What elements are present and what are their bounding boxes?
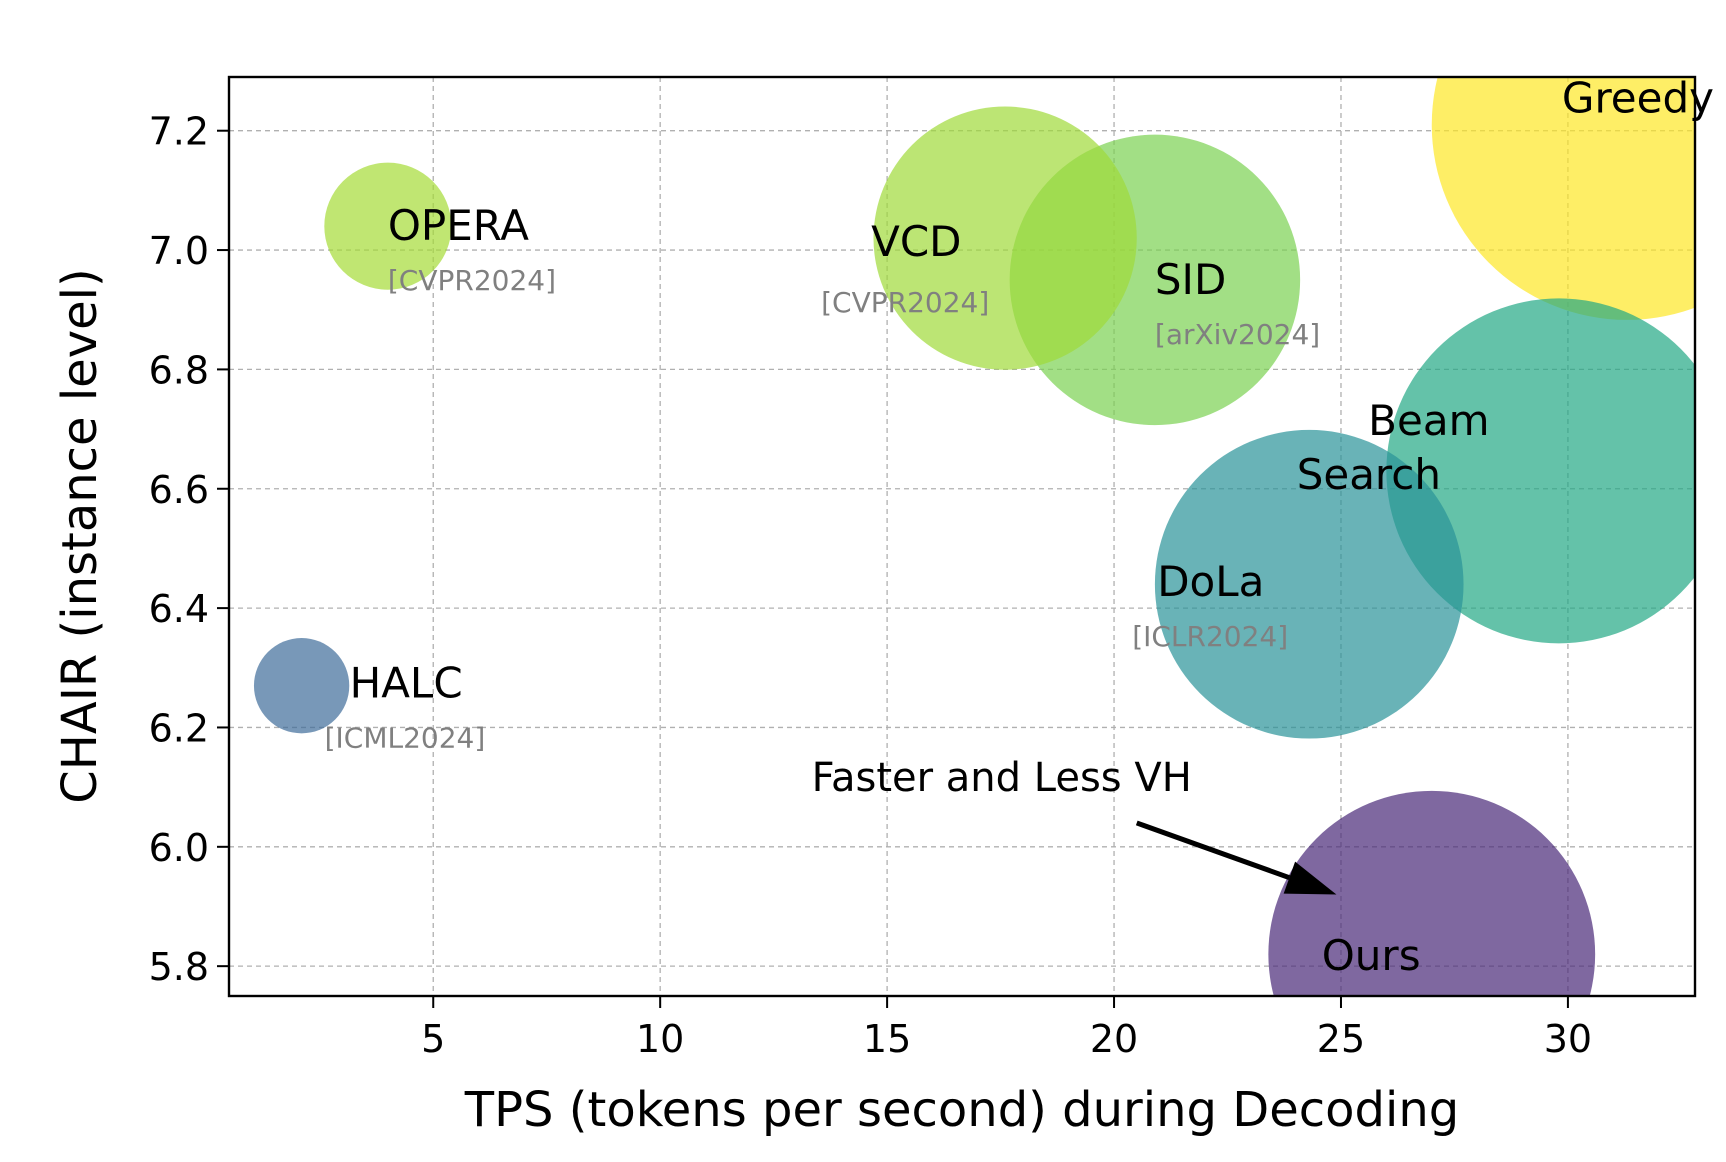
label-halc: HALC [ICML2024] xyxy=(325,659,486,755)
method-label: Greedy xyxy=(1562,74,1714,123)
method-label-line: Search xyxy=(1297,450,1441,499)
bubble-vcd xyxy=(873,106,1137,370)
x-tick-label: 5 xyxy=(421,1017,445,1061)
method-label: VCD xyxy=(871,217,961,266)
tick-layer: 5 10 15 20 25 30 5.8 6.0 6.2 6.4 6.6 6.8 7.0 7.2 xyxy=(149,110,1593,1061)
method-label: Beam Search xyxy=(1297,396,1490,499)
label-sid: SID [arXiv2024] xyxy=(1155,255,1320,351)
venue-label: [ICML2024] xyxy=(325,722,486,755)
label-ours: Ours xyxy=(1322,931,1421,980)
bubble-opera xyxy=(324,162,452,290)
x-axis-title: TPS (tokens per second) during Decoding xyxy=(464,1082,1459,1138)
y-axis-title: CHAIR (instance level) xyxy=(52,268,108,803)
y-tick-label: 5.8 xyxy=(149,945,209,989)
y-tick-label: 6.4 xyxy=(149,587,209,631)
annotation-arrow-head xyxy=(1283,861,1337,895)
method-label: DoLa xyxy=(1157,557,1264,606)
venue-label: [arXiv2024] xyxy=(1155,318,1320,351)
x-tick-label: 15 xyxy=(863,1017,911,1061)
y-tick-label: 6.8 xyxy=(149,348,209,392)
label-greedy: Greedy xyxy=(1562,74,1714,123)
bubble-greedy xyxy=(1431,77,1695,320)
method-label: OPERA xyxy=(388,201,529,250)
annotation-text: Faster and Less VH xyxy=(812,755,1192,801)
label-vcd: VCD [CVPR2024] xyxy=(821,217,989,319)
x-tick-label: 25 xyxy=(1317,1017,1365,1061)
label-dola: DoLa [ICLR2024] xyxy=(1132,557,1288,653)
x-tick-label: 10 xyxy=(636,1017,684,1061)
method-label: HALC xyxy=(350,659,463,708)
y-tick-label: 7.0 xyxy=(149,229,209,273)
annotation-layer: Faster and Less VH xyxy=(812,755,1337,895)
annotation-arrow-shaft xyxy=(1135,820,1291,881)
method-label-line: Beam xyxy=(1368,396,1489,445)
x-tick-label: 30 xyxy=(1544,1017,1592,1061)
y-tick-label: 7.2 xyxy=(149,110,209,154)
bubble-halc xyxy=(253,638,350,734)
label-opera: OPERA [CVPR2024] xyxy=(388,201,556,297)
label-beam-search: Beam Search xyxy=(1297,396,1490,499)
bubble-dola xyxy=(1154,429,1464,739)
venue-label: [ICLR2024] xyxy=(1132,620,1288,653)
bubble-layer xyxy=(253,77,1695,996)
label-layer: Greedy Beam Search SID [arXiv2024] VCD [CVPR20… xyxy=(325,74,1714,980)
bubble-beam-search xyxy=(1386,298,1695,644)
y-tick-label: 6.6 xyxy=(149,468,209,512)
venue-label: [CVPR2024] xyxy=(821,286,989,319)
x-tick-label: 20 xyxy=(1090,1017,1138,1061)
y-tick-label: 6.2 xyxy=(149,706,209,750)
method-label: SID xyxy=(1155,255,1226,304)
y-tick-label: 6.0 xyxy=(149,826,209,870)
venue-label: [CVPR2024] xyxy=(388,264,556,297)
method-label: Ours xyxy=(1322,931,1421,980)
bubble-ours xyxy=(1268,790,1596,996)
plot-frame xyxy=(227,75,1697,998)
